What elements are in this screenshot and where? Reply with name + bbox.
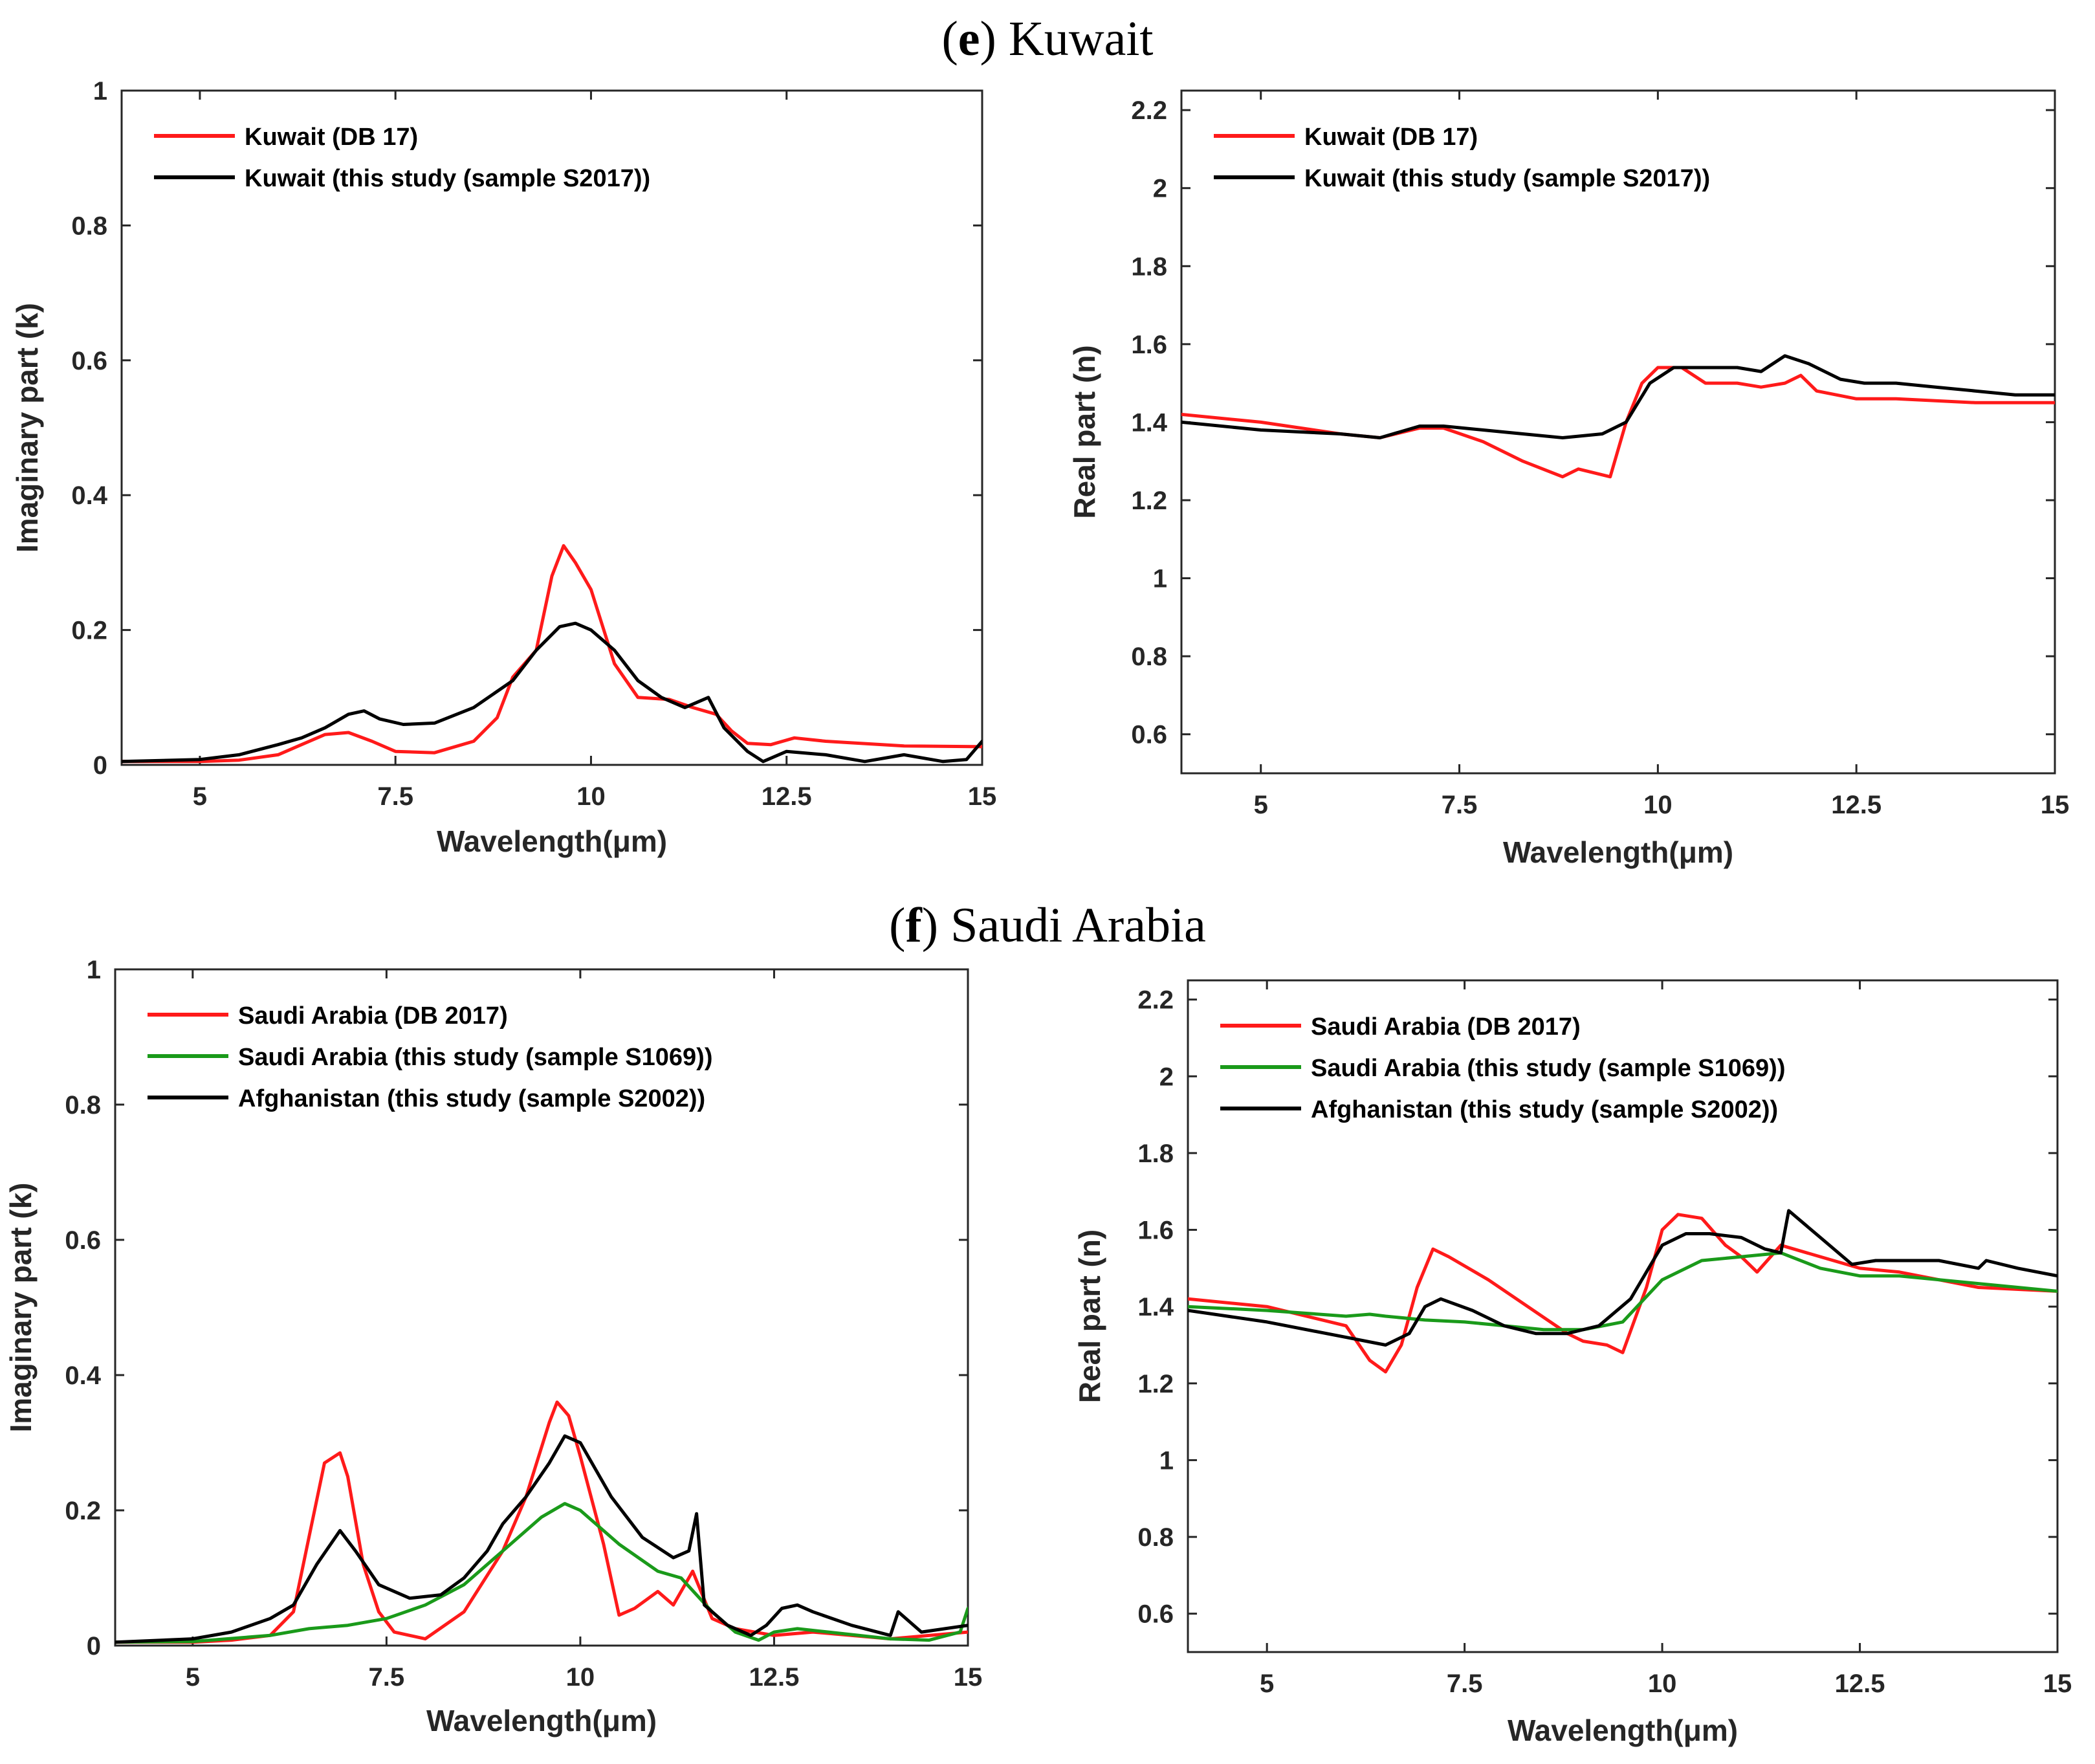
y-tick-label: 1	[1159, 1446, 1174, 1475]
legend: Kuwait (DB 17) Kuwait (this study (sample…	[154, 124, 650, 192]
chart-f-real: 5 7.5 10 12.5 15 0.6 0.8 1 1.2 1.4 1.6 1.8 2 2.2 Wavel…	[1073, 979, 2072, 1747]
x-tick-label: 10	[576, 782, 606, 811]
x-tick-label: 15	[968, 782, 997, 811]
series-line-green	[1188, 1251, 2057, 1332]
legend-label: Afghanistan (this study (sample S2002))	[238, 1085, 705, 1112]
x-tick-label: 7.5	[369, 1663, 405, 1692]
x-tick-label: 7.5	[1442, 791, 1478, 819]
y-tick-label: 1	[93, 77, 107, 105]
y-tick-label: 1	[1153, 565, 1167, 593]
y-tick-label: 0.2	[71, 617, 107, 645]
y-tick-label: 2	[1153, 175, 1167, 203]
x-tick-label: 5	[1260, 1670, 1274, 1698]
section-name: Kuwait	[1008, 12, 1154, 66]
y-tick-label: 1.2	[1137, 1370, 1174, 1398]
chart-f-imag: 5 7.5 10 12.5 15 0 0.2 0.4 0.6 0.8 1 Wavelength(μm)…	[4, 956, 982, 1737]
x-tick-label: 5	[1254, 791, 1268, 819]
legend-label: Afghanistan (this study (sample S2002))	[1311, 1096, 1778, 1123]
section-letter: e	[958, 12, 980, 66]
y-tick-label: 0.8	[71, 212, 107, 240]
x-tick-label: 12.5	[1835, 1670, 1885, 1698]
legend-label: Kuwait (this study (sample S2017))	[1304, 165, 1710, 192]
x-tick-label: 12.5	[749, 1663, 800, 1692]
legend-label: Saudi Arabia (this study (sample S1069))	[238, 1044, 712, 1071]
legend-label: Saudi Arabia (this study (sample S1069))	[1311, 1055, 1785, 1082]
x-axis-label: Wavelength(μm)	[437, 824, 667, 858]
y-tick-label: 0.6	[1137, 1600, 1174, 1629]
series-line-black	[115, 1434, 968, 1644]
x-tick-label: 12.5	[762, 782, 812, 811]
series-line-red	[1188, 1213, 2057, 1374]
section-title-e: (e) Kuwait	[941, 12, 1154, 66]
y-tick-label: 0.4	[65, 1362, 101, 1390]
y-tick-label: 0.8	[1131, 643, 1167, 671]
legend: Saudi Arabia (DB 2017) Saudi Arabia (this…	[1220, 1013, 1785, 1123]
y-tick-label: 1.8	[1137, 1140, 1174, 1168]
series-line-black	[1181, 354, 2055, 439]
x-axis-label: Wavelength(μm)	[1508, 1714, 1738, 1747]
y-tick-label: 0	[87, 1632, 101, 1660]
y-tick-label: 0.6	[65, 1226, 101, 1255]
x-tick-label: 7.5	[377, 782, 413, 811]
plot-area	[114, 968, 969, 1647]
x-tick-label: 7.5	[1447, 1670, 1483, 1698]
x-tick-label: 10	[566, 1663, 595, 1692]
section-title-f: (f) Saudi Arabia	[889, 898, 1206, 953]
y-tick-label: 0	[93, 751, 107, 780]
y-tick-label: 0.8	[1137, 1523, 1174, 1552]
y-tick-label: 2	[1159, 1063, 1174, 1091]
x-tick-label: 15	[2043, 1670, 2072, 1698]
y-axis-label: Real part (n)	[1068, 345, 1101, 518]
series-line-green	[115, 1502, 968, 1644]
y-tick-label: 1.4	[1137, 1293, 1174, 1321]
y-axis-label: Real part (n)	[1073, 1229, 1106, 1403]
x-axis-label: Wavelength(μm)	[1503, 835, 1733, 869]
y-tick-label: 0.6	[71, 347, 107, 375]
series-line-red	[122, 544, 982, 764]
x-tick-label: 10	[1643, 791, 1673, 819]
plot-area	[120, 89, 983, 766]
legend: Kuwait (DB 17) Kuwait (this study (sample…	[1214, 124, 1710, 192]
y-axis-label: Imaginary part (k)	[4, 1183, 38, 1433]
x-tick-label: 12.5	[1831, 791, 1881, 819]
legend-label: Kuwait (DB 17)	[245, 124, 418, 151]
y-tick-label: 1	[87, 956, 101, 984]
y-tick-label: 2.2	[1137, 986, 1174, 1015]
legend-label: Saudi Arabia (DB 2017)	[238, 1002, 508, 1030]
series-line-red	[1181, 366, 2055, 479]
y-tick-label: 0.8	[65, 1091, 101, 1119]
legend-label: Kuwait (this study (sample S2017))	[245, 165, 650, 192]
y-tick-label: 0.6	[1131, 721, 1167, 749]
series-line-black	[122, 621, 982, 764]
x-tick-label: 5	[193, 782, 207, 811]
section-letter: f	[905, 898, 922, 953]
x-tick-label: 15	[2041, 791, 2070, 819]
x-tick-label: 5	[186, 1663, 200, 1692]
x-axis-label: Wavelength(μm)	[426, 1704, 657, 1737]
chart-e-real: 5 7.5 10 12.5 15 0.6 0.8 1 1.2 1.4 1.6 1.8 2 2.2 Wavel…	[1068, 89, 2070, 869]
legend: Saudi Arabia (DB 2017) Saudi Arabia (this…	[148, 1002, 712, 1112]
legend-label: Saudi Arabia (DB 2017)	[1311, 1013, 1581, 1041]
chart-e-imag: 5 7.5 10 12.5 15 0 0.2 0.4 0.6 0.8 1 Wavelength(μm)…	[10, 77, 996, 858]
y-tick-label: 1.8	[1131, 252, 1167, 281]
series-line-black	[1188, 1209, 2057, 1347]
y-tick-label: 1.6	[1137, 1217, 1174, 1245]
y-tick-label: 1.2	[1131, 487, 1167, 515]
x-tick-label: 15	[954, 1663, 983, 1692]
y-axis-label: Imaginary part (k)	[10, 303, 44, 553]
section-name: Saudi Arabia	[950, 898, 1206, 953]
y-tick-label: 0.2	[65, 1497, 101, 1525]
y-tick-label: 2.2	[1131, 96, 1167, 125]
y-tick-label: 1.6	[1131, 331, 1167, 359]
legend-label: Kuwait (DB 17)	[1304, 124, 1478, 151]
x-tick-label: 10	[1648, 1670, 1677, 1698]
y-tick-label: 0.4	[71, 481, 107, 510]
y-tick-label: 1.4	[1131, 408, 1167, 437]
